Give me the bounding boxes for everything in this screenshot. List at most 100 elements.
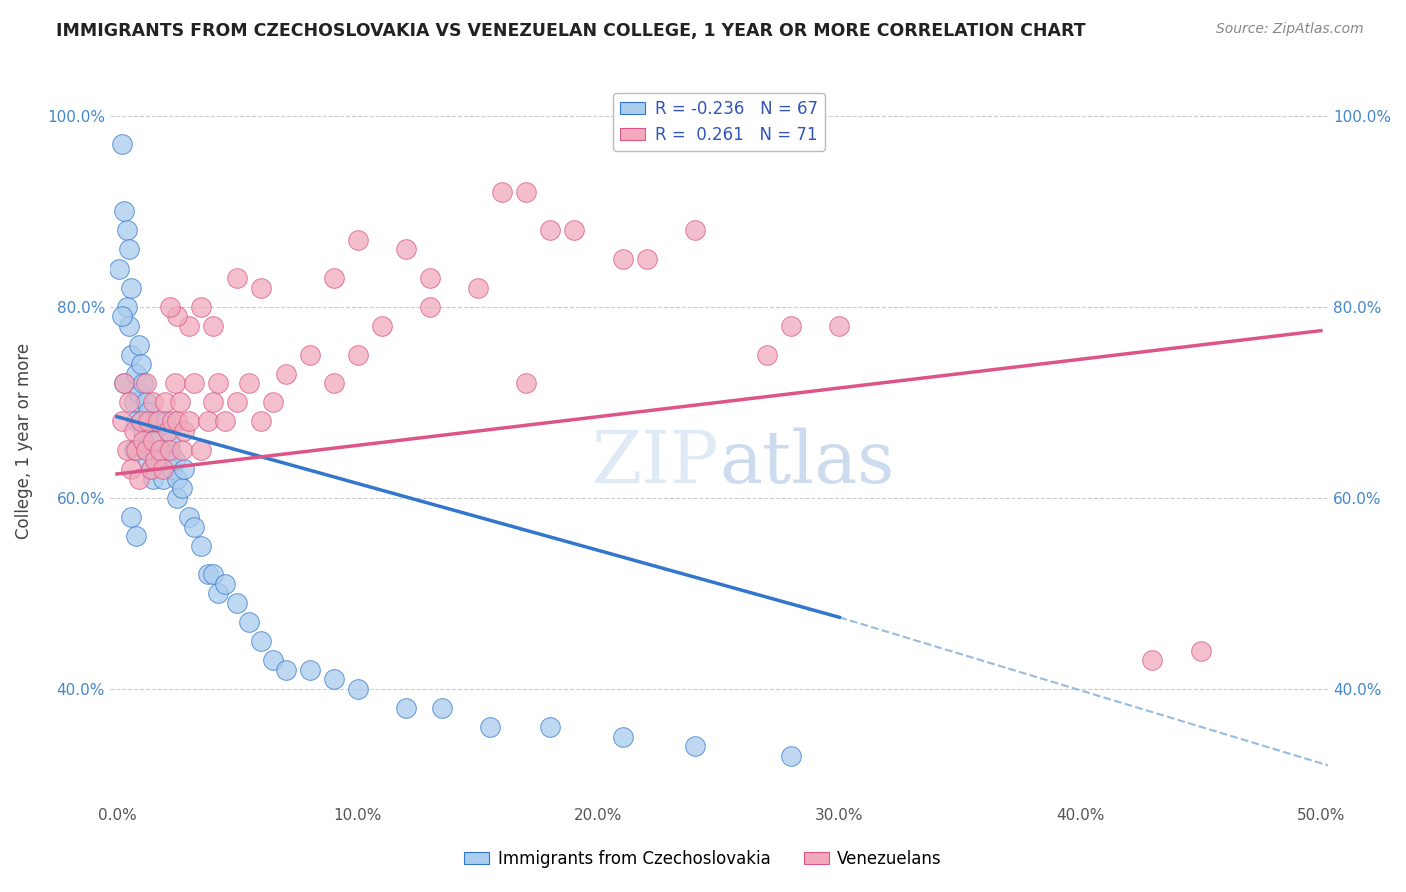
Point <box>120 280 142 294</box>
Point <box>129 357 152 371</box>
Point <box>515 376 537 391</box>
Point <box>163 376 186 391</box>
Point <box>226 596 249 610</box>
Point <box>112 204 135 219</box>
Point <box>202 567 225 582</box>
Point <box>491 185 513 199</box>
Point <box>153 414 176 428</box>
Point <box>214 577 236 591</box>
Point <box>125 414 148 428</box>
Point <box>111 137 134 152</box>
Point <box>179 510 201 524</box>
Point <box>145 452 167 467</box>
Point <box>538 223 561 237</box>
Point <box>115 300 138 314</box>
Point <box>166 491 188 505</box>
Point <box>683 223 706 237</box>
Point <box>156 424 179 438</box>
Point <box>780 318 803 333</box>
Point <box>173 424 195 438</box>
Point <box>142 434 165 448</box>
Point <box>139 462 162 476</box>
Point <box>120 347 142 361</box>
Point <box>136 405 159 419</box>
Point <box>159 443 181 458</box>
Point <box>142 472 165 486</box>
Point <box>207 376 229 391</box>
Point <box>250 414 273 428</box>
Point <box>125 529 148 543</box>
Point <box>118 318 141 333</box>
Point <box>120 462 142 476</box>
Point <box>111 310 134 324</box>
Point <box>756 347 779 361</box>
Point <box>170 481 193 495</box>
Point <box>136 414 159 428</box>
Point <box>170 443 193 458</box>
Point <box>142 395 165 409</box>
Point <box>149 443 172 458</box>
Point <box>1189 644 1212 658</box>
Point <box>564 223 586 237</box>
Point <box>139 462 162 476</box>
Point <box>197 567 219 582</box>
Point <box>274 663 297 677</box>
Point <box>238 615 260 629</box>
Point <box>166 414 188 428</box>
Point <box>683 739 706 754</box>
Point <box>612 730 634 744</box>
Point <box>129 414 152 428</box>
Legend: Immigrants from Czechoslovakia, Venezuelans: Immigrants from Czechoslovakia, Venezuel… <box>457 844 949 875</box>
Point <box>135 376 157 391</box>
Point <box>467 280 489 294</box>
Point <box>135 443 157 458</box>
Point <box>108 261 131 276</box>
Point <box>166 472 188 486</box>
Point <box>146 414 169 428</box>
Point <box>371 318 394 333</box>
Point <box>190 539 212 553</box>
Point <box>166 310 188 324</box>
Point <box>395 701 418 715</box>
Point <box>132 424 155 438</box>
Point <box>122 395 145 409</box>
Point <box>159 434 181 448</box>
Point <box>149 452 172 467</box>
Point <box>1142 653 1164 667</box>
Point <box>159 300 181 314</box>
Point <box>226 271 249 285</box>
Point <box>145 414 167 428</box>
Point <box>112 376 135 391</box>
Point <box>238 376 260 391</box>
Point <box>202 318 225 333</box>
Point <box>274 367 297 381</box>
Point <box>250 634 273 648</box>
Point <box>322 271 344 285</box>
Point <box>128 472 150 486</box>
Point <box>169 395 191 409</box>
Point <box>173 462 195 476</box>
Point <box>263 653 285 667</box>
Point <box>214 414 236 428</box>
Point <box>128 385 150 400</box>
Point <box>202 395 225 409</box>
Point <box>346 347 368 361</box>
Point <box>135 395 157 409</box>
Text: IMMIGRANTS FROM CZECHOSLOVAKIA VS VENEZUELAN COLLEGE, 1 YEAR OR MORE CORRELATION: IMMIGRANTS FROM CZECHOSLOVAKIA VS VENEZU… <box>56 22 1085 40</box>
Point <box>163 452 186 467</box>
Point <box>190 443 212 458</box>
Point <box>125 367 148 381</box>
Legend: R = -0.236   N = 67, R =  0.261   N = 71: R = -0.236 N = 67, R = 0.261 N = 71 <box>613 93 824 151</box>
Point <box>139 414 162 428</box>
Point <box>153 395 176 409</box>
Point <box>122 424 145 438</box>
Point <box>190 300 212 314</box>
Point <box>197 414 219 428</box>
Point <box>430 701 453 715</box>
Point <box>162 462 184 476</box>
Point <box>612 252 634 266</box>
Point <box>135 443 157 458</box>
Point <box>118 243 141 257</box>
Point <box>120 510 142 524</box>
Point <box>346 681 368 696</box>
